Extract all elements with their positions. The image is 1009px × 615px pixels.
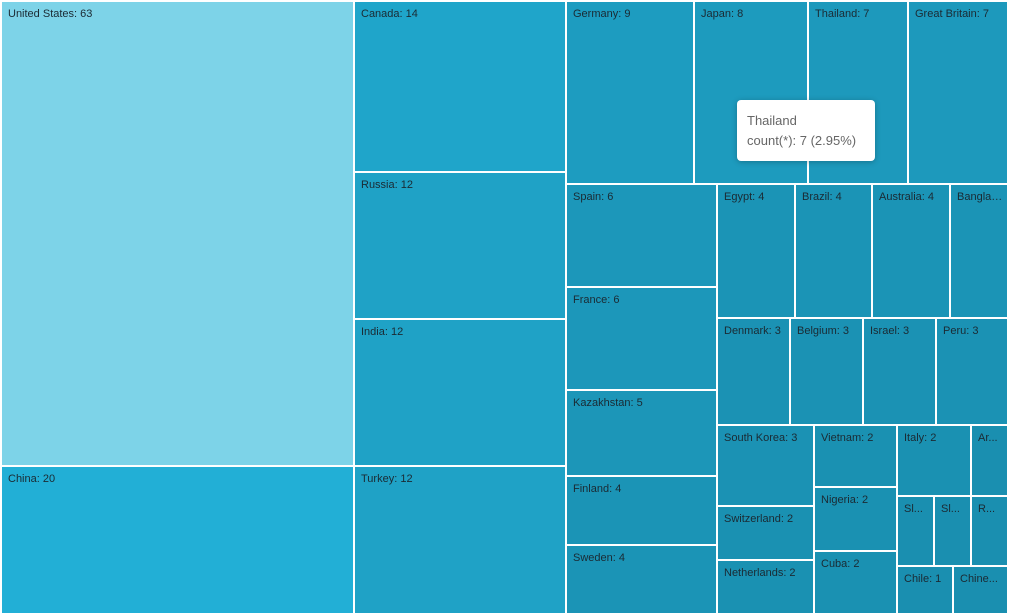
treemap-cell-label: France: 6 — [573, 294, 620, 306]
treemap-cell-label: Nigeria: 2 — [821, 494, 869, 506]
treemap-cell-label: Sl... — [904, 503, 923, 515]
treemap-cell-label: Canada: 14 — [361, 8, 418, 20]
treemap-cell[interactable]: Spain: 6 — [566, 184, 717, 287]
treemap-cell[interactable]: Finland: 4 — [566, 476, 717, 545]
treemap-cell[interactable]: Ar... — [971, 425, 1008, 496]
treemap-cell-label: United States: 63 — [8, 8, 93, 20]
treemap-cell[interactable]: Denmark: 3 — [717, 318, 790, 425]
treemap-cell[interactable]: Israel: 3 — [863, 318, 936, 425]
treemap-cell[interactable]: Kazakhstan: 5 — [566, 390, 717, 476]
treemap-cell[interactable]: Germany: 9 — [566, 1, 694, 184]
treemap-cell[interactable]: Peru: 3 — [936, 318, 1008, 425]
treemap-cell[interactable]: Sl... — [934, 496, 971, 566]
treemap-cell[interactable]: Nigeria: 2 — [814, 487, 897, 551]
treemap-cell[interactable]: Canada: 14 — [354, 1, 566, 172]
treemap-cell-label: Spain: 6 — [573, 191, 614, 203]
treemap-cell[interactable]: Bangla...: 4 — [950, 184, 1008, 318]
treemap-cell[interactable]: Brazil: 4 — [795, 184, 872, 318]
treemap-cell[interactable]: United States: 63 — [1, 1, 354, 466]
treemap-cell-label: Germany: 9 — [573, 8, 631, 20]
treemap-cell[interactable]: Sl... — [897, 496, 934, 566]
treemap-cell-label: R... — [978, 503, 996, 515]
treemap-cell-label: Vietnam: 2 — [821, 432, 874, 444]
treemap-cell-label: Sl... — [941, 503, 960, 515]
treemap-cell[interactable]: France: 6 — [566, 287, 717, 390]
treemap-cell[interactable]: Sweden: 4 — [566, 545, 717, 614]
treemap-cell-label: Turkey: 12 — [361, 473, 413, 485]
treemap-cell-label: Denmark: 3 — [724, 325, 781, 337]
treemap-cell[interactable]: India: 12 — [354, 319, 566, 466]
chart-tooltip: Thailand count(*): 7 (2.95%) — [737, 100, 875, 161]
treemap-cell-label: Egypt: 4 — [724, 191, 765, 203]
treemap-cell-label: Russia: 12 — [361, 179, 413, 191]
treemap-cell-label: Sweden: 4 — [573, 552, 625, 564]
treemap-cell[interactable]: Belgium: 3 — [790, 318, 863, 425]
treemap-cell-label: Finland: 4 — [573, 483, 622, 495]
treemap-cell[interactable]: Switzerland: 2 — [717, 506, 814, 560]
treemap-cell-label: Chile: 1 — [904, 573, 942, 585]
treemap-cell[interactable]: Vietnam: 2 — [814, 425, 897, 487]
treemap-cell-label: Israel: 3 — [870, 325, 910, 337]
treemap-cell[interactable]: R... — [971, 496, 1008, 566]
treemap-cell-label: Belgium: 3 — [797, 325, 849, 337]
treemap-cell-label: China: 20 — [8, 473, 56, 485]
treemap-cell-label: Peru: 3 — [943, 325, 979, 337]
treemap-cell[interactable]: Italy: 2 — [897, 425, 971, 496]
treemap-cell[interactable]: Egypt: 4 — [717, 184, 795, 318]
treemap-cell[interactable]: South Korea: 3 — [717, 425, 814, 506]
treemap-cell-label: Kazakhstan: 5 — [573, 397, 643, 409]
treemap-cell[interactable]: Netherlands: 2 — [717, 560, 814, 614]
tooltip-value: count(*): 7 (2.95%) — [747, 133, 857, 148]
treemap-cell-label: Italy: 2 — [904, 432, 937, 444]
treemap-cell-label: India: 12 — [361, 326, 404, 338]
treemap-cell-label: Cuba: 2 — [821, 558, 860, 570]
treemap-cell-label: Netherlands: 2 — [724, 567, 796, 579]
treemap-cell-label: Ar... — [978, 432, 998, 444]
treemap-cell[interactable]: Russia: 12 — [354, 172, 566, 319]
treemap-cell[interactable]: Chile: 1 — [897, 566, 953, 614]
tooltip-title: Thailand — [747, 113, 797, 128]
treemap-cell-label: Thailand: 7 — [815, 8, 870, 20]
treemap-cell[interactable]: Chine... — [953, 566, 1008, 614]
treemap-cell-label: Great Britain: 7 — [915, 8, 989, 20]
treemap-cell-label: Australia: 4 — [879, 191, 935, 203]
treemap-cell-label: Japan: 8 — [701, 8, 744, 20]
treemap-cell-label: Brazil: 4 — [802, 191, 842, 203]
treemap-cell-label: Chine... — [960, 573, 998, 585]
treemap-cell[interactable]: Australia: 4 — [872, 184, 950, 318]
treemap-cell-label: Switzerland: 2 — [724, 513, 794, 525]
treemap-cell[interactable]: Great Britain: 7 — [908, 1, 1008, 184]
treemap-cell[interactable]: Turkey: 12 — [354, 466, 566, 614]
treemap-cell-label: Bangla...: 4 — [957, 191, 1003, 203]
treemap-cell[interactable]: China: 20 — [1, 466, 354, 614]
treemap-cell-label: South Korea: 3 — [724, 432, 798, 444]
treemap-cell[interactable]: Cuba: 2 — [814, 551, 897, 614]
